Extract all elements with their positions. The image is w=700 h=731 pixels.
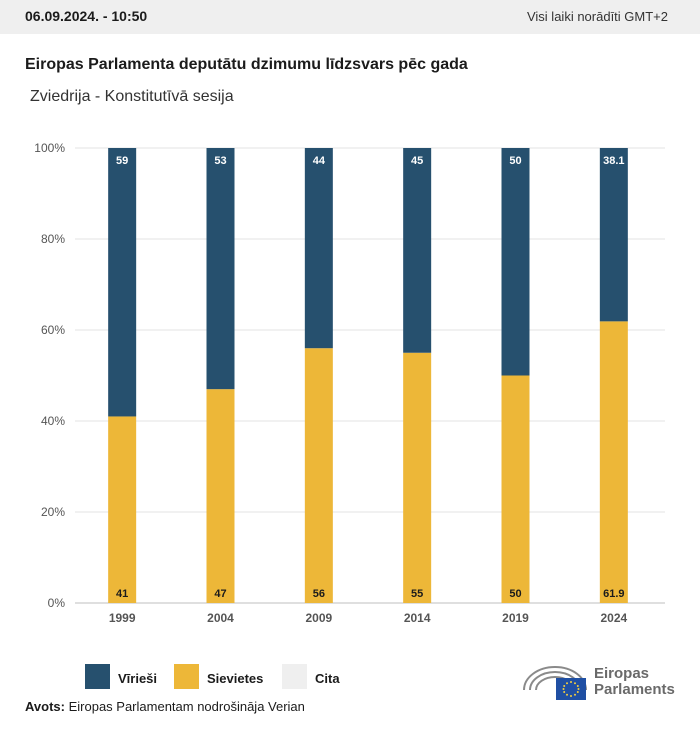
bar-men <box>599 148 628 322</box>
data-label-men: 45 <box>411 155 423 167</box>
legend-label-women: Sievietes <box>207 671 264 686</box>
bar-men <box>206 148 235 390</box>
legend-swatch-women <box>174 664 199 689</box>
y-tick-label: 80% <box>41 232 65 246</box>
data-label-men: 53 <box>214 155 226 167</box>
timezone-note: Visi laiki norādīti GMT+2 <box>526 9 668 24</box>
data-label-men: 59 <box>116 155 128 167</box>
data-label-men: 38.1 <box>603 155 624 167</box>
stacked-bar-chart: 0% 20% 40% 60% 80% 100% 59 41 1999 53 47 2004 44 56 20… <box>34 141 665 625</box>
y-tick-label: 0% <box>48 596 66 610</box>
data-label-women: 56 <box>313 588 325 600</box>
x-tick-label: 2004 <box>207 611 234 625</box>
y-tick-label: 20% <box>41 505 65 519</box>
parliament-hemicycle-icon <box>523 666 587 700</box>
top-bar: 06.09.2024. - 10:50 Visi laiki norādīti … <box>0 0 700 34</box>
bar-women <box>304 348 333 603</box>
data-label-women: 47 <box>214 588 226 600</box>
chart-subtitle: Zviedrija - Konstitutīvā sesija <box>30 88 234 105</box>
logo-text: Eiropas Parlaments <box>594 666 675 698</box>
data-label-women: 55 <box>411 588 423 600</box>
x-tick-label: 2019 <box>502 611 529 625</box>
y-tick-label: 60% <box>41 323 65 337</box>
x-tick-label: 1999 <box>109 611 136 625</box>
source-note: Avots: Eiropas Parlamentam nodrošināja V… <box>25 699 305 714</box>
data-label-men: 44 <box>313 155 326 167</box>
x-tick-label: 2009 <box>305 611 332 625</box>
chart-title: Eiropas Parlamenta deputātu dzimumu līdz… <box>25 56 468 73</box>
bar-women <box>501 375 530 603</box>
bar-women <box>599 321 628 603</box>
bar-women <box>206 389 235 603</box>
bar-men <box>304 148 333 349</box>
x-tick-label: 2014 <box>404 611 431 625</box>
legend-label-other: Cita <box>315 671 340 686</box>
bar-men <box>403 148 432 353</box>
bar-men <box>108 148 137 417</box>
x-tick-label: 2024 <box>600 611 627 625</box>
legend-label-men: Vīrieši <box>118 671 158 686</box>
data-label-women: 61.9 <box>603 588 624 600</box>
data-label-women: 50 <box>509 588 521 600</box>
y-tick-label: 100% <box>34 141 65 155</box>
timestamp: 06.09.2024. - 10:50 <box>25 8 148 24</box>
source-label: Avots: <box>25 699 65 714</box>
ep-logo: Eiropas Parlaments <box>520 660 690 704</box>
logo-line-2: Parlaments <box>594 681 675 698</box>
data-label-women: 41 <box>116 588 128 600</box>
bar-men <box>501 148 530 376</box>
legend-swatch-men <box>85 664 110 689</box>
legend-swatch-other <box>282 664 307 689</box>
source-text: Eiropas Parlamentam nodrošināja Verian <box>68 699 305 714</box>
data-label-men: 50 <box>509 155 521 167</box>
bar-women <box>108 416 137 603</box>
y-tick-label: 40% <box>41 414 65 428</box>
logo-line-1: Eiropas <box>594 665 650 682</box>
bar-women <box>403 352 432 603</box>
